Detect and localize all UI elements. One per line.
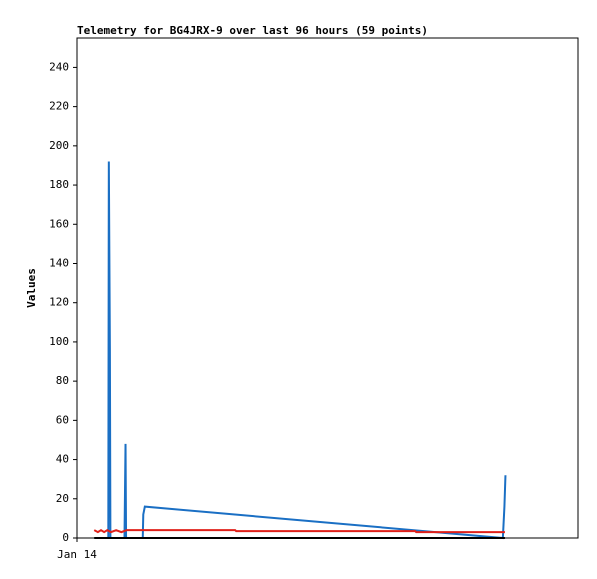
chart-title: Telemetry for BG4JRX-9 over last 96 hour… xyxy=(77,24,428,37)
y-tick-label: 180 xyxy=(49,178,69,191)
plot-frame xyxy=(76,37,579,539)
y-tick-label: 80 xyxy=(56,374,69,387)
series-line xyxy=(93,528,505,534)
x-tick-label: Jan 14 xyxy=(57,548,97,561)
y-tick-label: 0 xyxy=(62,531,69,544)
y-tick-label: 220 xyxy=(49,100,69,113)
y-axis-label: Values xyxy=(25,268,38,308)
y-tick-label: 140 xyxy=(49,256,69,269)
y-tick-label: 160 xyxy=(49,217,69,230)
y-tick-label: 100 xyxy=(49,335,69,348)
y-tick-label: 40 xyxy=(56,453,69,466)
y-tick-label: 60 xyxy=(56,413,69,426)
y-tick-label: 240 xyxy=(49,60,69,73)
y-tick-label: 200 xyxy=(49,139,69,152)
y-tick-label: 120 xyxy=(49,296,69,309)
series-line xyxy=(107,161,507,540)
y-tick-label: 20 xyxy=(56,492,69,505)
